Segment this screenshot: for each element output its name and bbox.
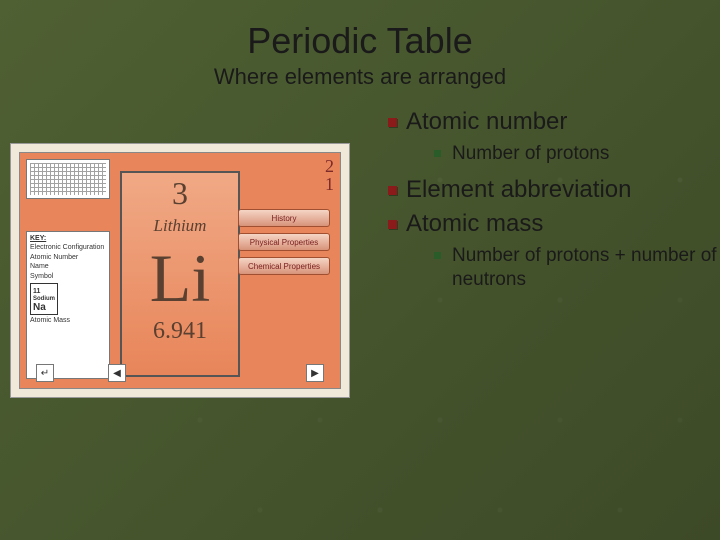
physical-properties-button[interactable]: Physical Properties <box>238 233 330 251</box>
element-card: 3 Lithium Li 6.941 <box>120 171 240 377</box>
key-label-mass: Atomic Mass <box>30 317 106 325</box>
prev-icon[interactable]: ◀ <box>108 364 126 382</box>
bullet-atomic-number: Atomic number Number of protons <box>388 108 720 166</box>
element-atomic-number: 3 <box>122 175 238 212</box>
key-label-an: Atomic Number <box>30 254 106 262</box>
bullet-text: Atomic mass <box>406 210 543 237</box>
bullet-list: Atomic number Number of protons Element … <box>388 108 720 291</box>
next-icon[interactable]: ▶ <box>306 364 324 382</box>
element-name: Lithium <box>122 216 238 236</box>
history-button[interactable]: History <box>238 209 330 227</box>
left-column: KEY: Electronic Configuration Atomic Num… <box>0 108 360 398</box>
electron-config-column: 2 1 <box>325 157 334 193</box>
key-example-element: 11 Sodium Na <box>30 283 58 315</box>
sub-list-2: Number of protons + number of neutrons <box>434 244 720 292</box>
periodic-table-illustration: KEY: Electronic Configuration Atomic Num… <box>10 143 350 398</box>
key-label-ec: Electronic Configuration <box>30 244 106 252</box>
home-icon[interactable]: ↵ <box>36 364 54 382</box>
side-button-group: History Physical Properties Chemical Pro… <box>238 209 330 281</box>
electron-shell-2: 1 <box>325 175 334 193</box>
bullet-element-abbrev: Element abbreviation <box>388 176 720 204</box>
mini-periodic-table-icon <box>26 159 110 199</box>
slide-subtitle: Where elements are arranged <box>0 64 720 90</box>
key-label-symbol: Symbol <box>30 273 106 281</box>
key-heading: KEY: <box>30 235 106 242</box>
chemical-properties-button[interactable]: Chemical Properties <box>238 257 330 275</box>
element-mass: 6.941 <box>122 318 238 345</box>
illustration-inner: KEY: Electronic Configuration Atomic Num… <box>19 152 341 389</box>
element-symbol: Li <box>122 244 238 312</box>
sub-bullet: Number of protons + number of neutrons <box>434 244 720 292</box>
key-label-name: Name <box>30 263 106 271</box>
content-row: KEY: Electronic Configuration Atomic Num… <box>0 108 720 398</box>
bullet-text: Atomic number <box>406 108 567 135</box>
sub-bullet: Number of protons <box>434 142 720 166</box>
right-column: Atomic number Number of protons Element … <box>360 108 720 398</box>
bullet-text: Element abbreviation <box>406 176 631 203</box>
slide-title: Periodic Table <box>0 0 720 62</box>
sub-list-0: Number of protons <box>434 142 720 166</box>
nav-button-row: ↵ ◀ ▶ <box>36 364 324 382</box>
key-panel: KEY: Electronic Configuration Atomic Num… <box>26 231 110 379</box>
bullet-atomic-mass: Atomic mass Number of protons + number o… <box>388 210 720 292</box>
electron-shell-1: 2 <box>325 157 334 175</box>
